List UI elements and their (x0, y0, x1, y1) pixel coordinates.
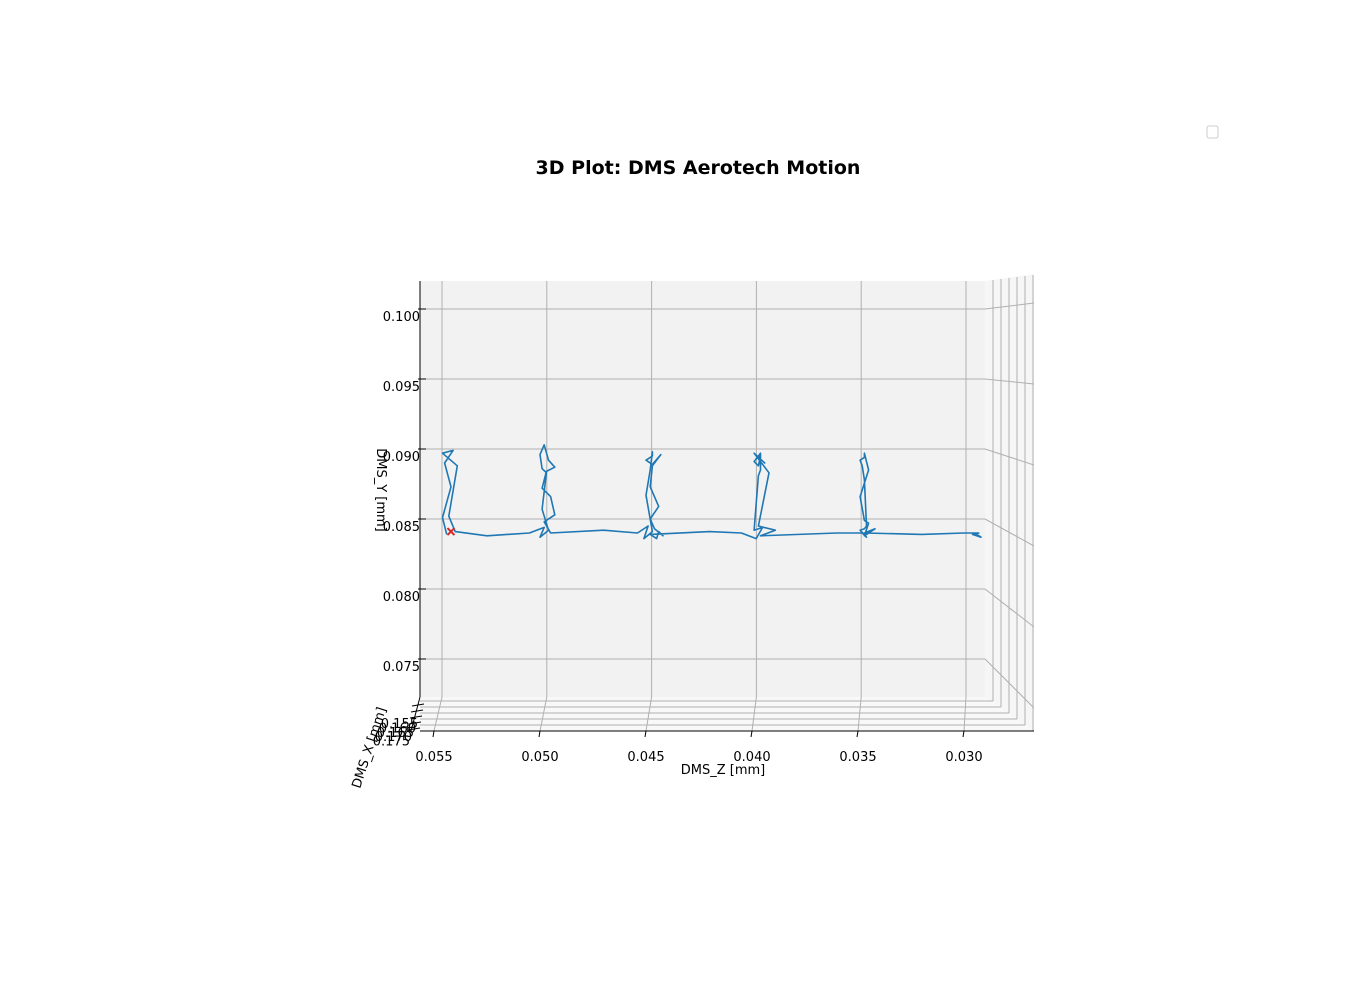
x-tick-label: 0.155 (381, 717, 418, 732)
y-tick-label: 0.100 (383, 310, 420, 325)
x-tick-label: 0.165 (377, 726, 414, 741)
z-tick-mark (538, 730, 541, 738)
x-tick-label: 0.175 (373, 735, 410, 750)
z-tick-label: 0.050 (521, 750, 558, 765)
x-tick-mark (407, 727, 421, 731)
back-pane (420, 281, 985, 697)
z-tick-label: 0.045 (627, 750, 664, 765)
x-tick-mark (408, 721, 422, 725)
trajectory-line (441, 443, 982, 540)
y-tick-label: 0.095 (383, 380, 420, 395)
z-tick-label: 0.030 (945, 750, 982, 765)
chart-title: 3D Plot: DMS Aerotech Motion (536, 157, 861, 179)
y-tick-label: 0.075 (383, 660, 420, 675)
z-tick-mark (644, 730, 647, 738)
axes-panes (420, 274, 1034, 731)
z-tick-mark (750, 730, 753, 738)
x-tick-mark (409, 715, 423, 719)
grid-lines (420, 275, 1035, 732)
y-tick-label: 0.085 (383, 520, 420, 535)
z-tick-mark (432, 730, 435, 738)
z-tick-label: 0.040 (733, 750, 770, 765)
x-tick-mark (410, 709, 424, 713)
z-tick-label: 0.055 (415, 750, 452, 765)
z-tick-mark (856, 730, 859, 738)
x-tick-label: 0.170 (375, 730, 412, 745)
x-axis-line (410, 696, 421, 732)
legend-box (1206, 125, 1219, 139)
floor-pane (420, 697, 1034, 731)
start-marker (446, 527, 456, 536)
start-marker-stroke (446, 527, 456, 536)
x-tick-label: 0.160 (379, 721, 416, 736)
z-tick-label: 0.035 (839, 750, 876, 765)
tick-labels: 0.055 0.050 0.045 0.040 0.035 0.030 0.100 0.095… (373, 308, 983, 765)
x-tick-mark (411, 703, 425, 707)
plot-area (441, 443, 982, 540)
y-tick-label: 0.080 (383, 590, 420, 605)
y-axis-label: DMS_Y [mm] (373, 448, 388, 532)
z-tick-mark (962, 730, 965, 738)
z-axis-label: DMS_Z [mm] (681, 763, 766, 778)
y-tick-label: 0.090 (383, 450, 420, 465)
axis-lines (410, 281, 1034, 732)
